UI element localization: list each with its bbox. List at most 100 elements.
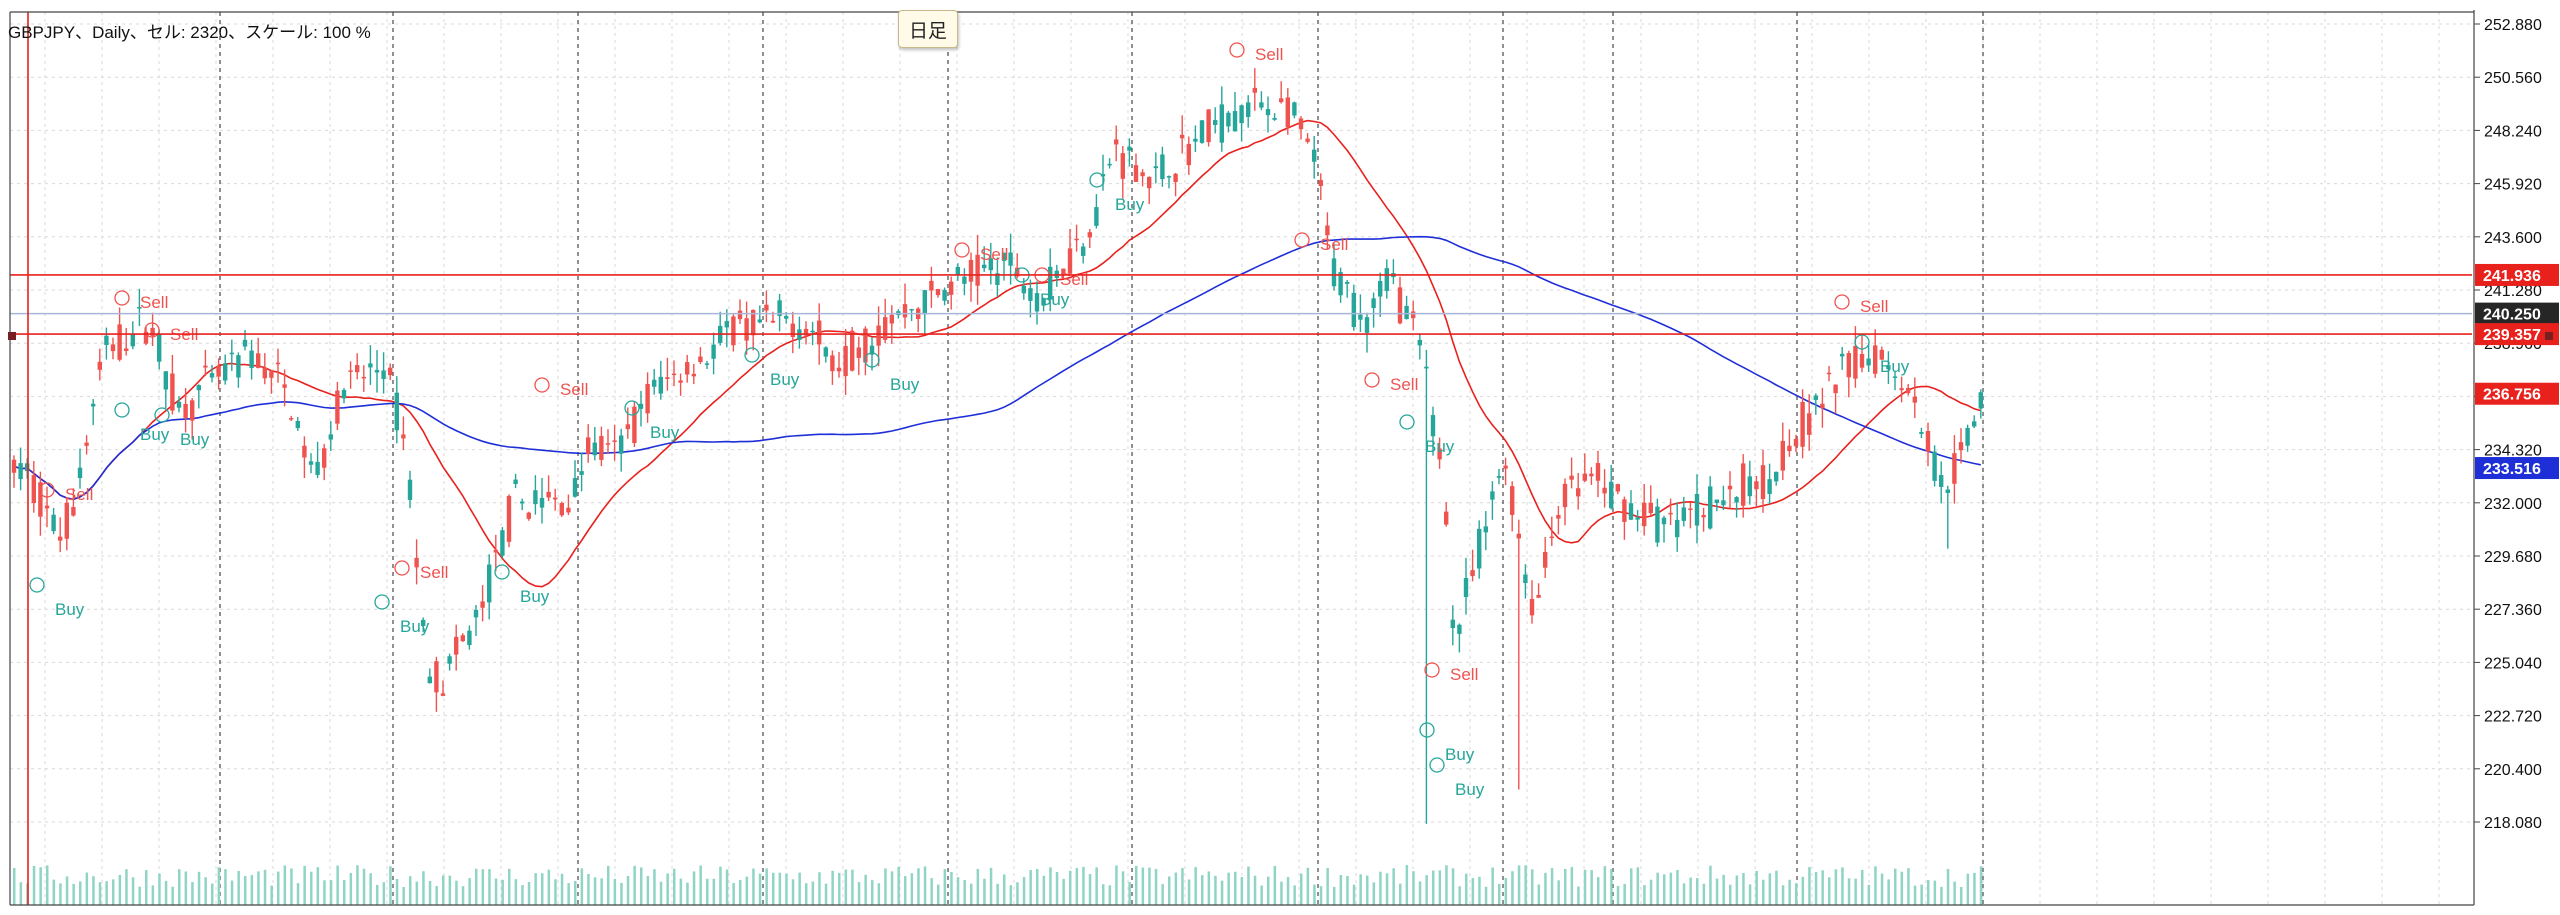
sell-marker <box>1424 662 1440 678</box>
volume-bar <box>224 869 227 905</box>
candle-body <box>929 280 934 291</box>
candle-body <box>236 355 241 378</box>
candle-body <box>678 380 683 383</box>
candle-body <box>196 385 201 391</box>
candle-body <box>223 363 228 381</box>
candle-body <box>1787 445 1792 452</box>
volume-bar <box>395 878 399 905</box>
buy-signal-label: Buy <box>520 587 550 606</box>
volume-bar <box>758 873 762 905</box>
volume-bar <box>593 877 597 905</box>
candle-body <box>902 304 908 318</box>
candle-body <box>91 403 96 407</box>
candle-body <box>1562 483 1568 508</box>
candle-body <box>256 353 261 368</box>
volume-bar <box>1247 866 1250 905</box>
candle-body <box>1549 536 1554 539</box>
volume-bar <box>455 880 458 905</box>
candle-body <box>401 434 406 439</box>
volume-bar <box>732 883 735 905</box>
sell-marker <box>534 377 550 393</box>
volume-bar <box>1346 876 1349 905</box>
volume-bar <box>191 881 194 905</box>
sell-marker <box>39 482 55 498</box>
candle-body <box>1133 165 1139 182</box>
candle-body <box>394 392 399 431</box>
volume-bar <box>580 868 584 905</box>
volume-bar <box>844 869 848 905</box>
candle-body <box>1952 453 1957 484</box>
candle-body <box>1094 207 1099 226</box>
volume-bar <box>963 880 966 905</box>
volume-bar <box>1742 873 1745 905</box>
candle-body <box>1496 476 1502 478</box>
period-badge[interactable]: 日足 <box>898 10 958 48</box>
candle-body <box>995 273 1000 285</box>
candle-body <box>1972 421 1977 427</box>
volume-bar <box>1088 874 1092 905</box>
candle-body <box>1279 98 1284 103</box>
candle-body <box>1021 285 1026 294</box>
candle-body <box>335 390 340 424</box>
horizontal-lines[interactable] <box>10 12 2472 905</box>
candle-body <box>935 288 941 296</box>
price-tick-label: 222.720 <box>2484 709 2542 726</box>
volume-bar <box>343 880 346 905</box>
trade-signals: Sell Sell Sell Sell Sell Sell Sell Sell Sell Sell… <box>29 42 1910 799</box>
candle-body <box>810 330 815 333</box>
volume-bar <box>1445 865 1448 905</box>
candle-body <box>856 347 861 358</box>
volume-bar <box>389 866 392 905</box>
candle-body <box>1622 499 1627 522</box>
line-handle-right[interactable] <box>2545 332 2553 340</box>
volume-bar <box>607 865 610 905</box>
price-tick-label: 225.040 <box>2484 655 2542 672</box>
volume-bar <box>1504 877 1508 905</box>
line-handle-left[interactable] <box>8 332 16 340</box>
buy-marker <box>1089 172 1105 188</box>
buy-signal-label: Buy <box>140 425 170 444</box>
volume-bar <box>785 873 788 905</box>
candle-body <box>77 467 83 479</box>
volume-bar <box>1062 878 1065 905</box>
candle-body <box>1886 365 1891 370</box>
candle-body <box>407 479 413 500</box>
volume-bar <box>1379 871 1382 905</box>
volume-bar <box>534 873 537 905</box>
volume-bar <box>164 880 168 905</box>
candle-body <box>1939 475 1944 487</box>
volume-bar <box>475 868 478 905</box>
candle-body <box>803 328 809 336</box>
candle-body <box>157 334 162 362</box>
candle-body <box>1061 268 1066 275</box>
candle-body <box>685 362 690 375</box>
volume-bar <box>244 876 247 905</box>
volume-bar <box>1729 884 1732 905</box>
sell-signal-label: Sell <box>1060 270 1088 289</box>
candle-body <box>1879 349 1884 360</box>
candle-body <box>216 365 221 377</box>
volume-bar <box>52 879 56 905</box>
sell-marker <box>1229 42 1245 58</box>
volume-bar <box>59 883 62 905</box>
volume-bar <box>1610 869 1613 905</box>
volume-bar <box>39 867 42 905</box>
volume-bar <box>217 867 221 905</box>
candle-body <box>566 507 571 513</box>
candle-body <box>1642 502 1647 527</box>
candle-body <box>1213 120 1218 126</box>
volume-bar <box>442 875 445 905</box>
price-tick-label: 241.280 <box>2484 283 2542 300</box>
candle-body <box>962 276 967 284</box>
volume-bar <box>970 883 973 905</box>
volume-bar <box>1649 879 1653 905</box>
candle-body <box>513 479 518 485</box>
price-axis[interactable]: 252.880 250.560 248.240 245.920 243.600 241.2… <box>9 0 2560 915</box>
volume-bar <box>1194 867 1197 905</box>
volume-bar <box>989 867 993 905</box>
candle-body <box>51 514 56 532</box>
price-tick-label: 229.680 <box>2484 549 2542 566</box>
candle-body <box>1272 117 1277 120</box>
